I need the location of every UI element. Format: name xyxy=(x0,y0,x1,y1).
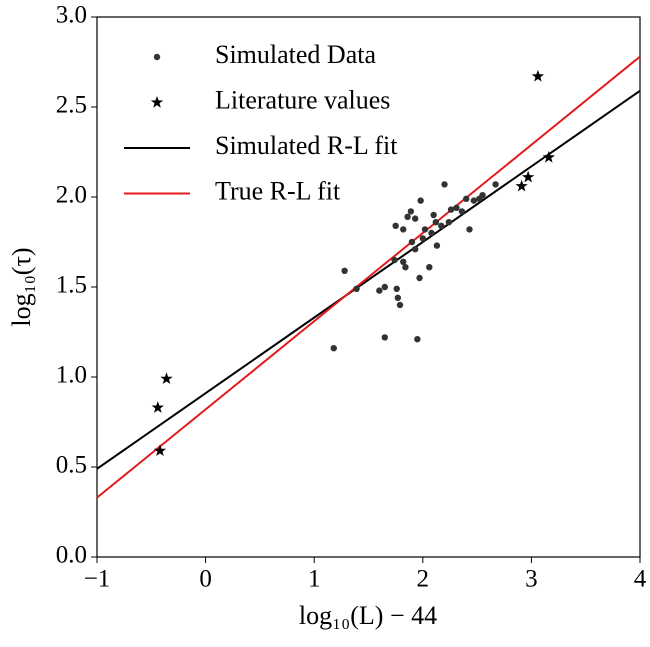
star-point xyxy=(542,150,555,163)
data-point xyxy=(445,219,453,226)
x-tick-label: 3 xyxy=(525,566,538,593)
x-axis-label: log₁₀(L) − 44 xyxy=(299,601,437,630)
x-tick-label: 0 xyxy=(199,566,212,593)
legend-label: Literature values xyxy=(215,85,390,114)
legend-swatch xyxy=(153,53,161,61)
data-point xyxy=(441,181,448,188)
data-point xyxy=(381,283,388,291)
data-point xyxy=(396,301,404,309)
data-point xyxy=(433,242,441,249)
star-point xyxy=(531,69,545,82)
x-tick-label: −1 xyxy=(84,566,111,593)
data-point xyxy=(394,294,402,301)
legend-label: True R-L fit xyxy=(215,176,341,205)
y-tick-label: 1.5 xyxy=(56,272,87,299)
data-point xyxy=(470,197,478,204)
data-point xyxy=(381,334,388,341)
legend-swatch xyxy=(150,96,164,108)
data-point xyxy=(391,256,398,264)
data-point xyxy=(463,195,470,202)
data-point xyxy=(407,208,415,215)
data-point xyxy=(411,246,419,253)
data-point xyxy=(438,222,445,229)
data-point xyxy=(392,222,399,229)
star-point xyxy=(160,372,173,385)
data-point xyxy=(466,226,473,233)
data-point xyxy=(353,285,360,292)
data-point xyxy=(400,226,407,233)
data-point xyxy=(376,287,383,294)
data-point xyxy=(421,226,429,233)
data-point xyxy=(402,264,409,271)
y-tick-label: 1.0 xyxy=(56,362,87,389)
data-point xyxy=(426,264,433,271)
legend-label: Simulated Data xyxy=(215,40,376,69)
data-point xyxy=(404,213,411,220)
y-tick-label: 0.5 xyxy=(56,452,87,479)
legend-label: Simulated R-L fit xyxy=(215,131,398,160)
data-point xyxy=(416,274,423,282)
data-point xyxy=(453,204,460,211)
x-tick-label: 2 xyxy=(417,566,430,593)
y-axis-label: log₁₀(τ) xyxy=(7,247,36,326)
y-tick-label: 2.0 xyxy=(56,182,87,209)
star-point xyxy=(153,444,167,457)
data-point xyxy=(341,267,348,274)
star-point xyxy=(151,401,164,413)
data-point xyxy=(411,215,419,222)
x-tick-label: 1 xyxy=(308,566,321,593)
data-point xyxy=(430,211,437,219)
data-point xyxy=(330,345,337,352)
y-tick-label: 3.0 xyxy=(56,2,87,29)
data-point xyxy=(419,235,426,242)
data-point xyxy=(479,192,486,199)
data-point xyxy=(393,285,400,292)
data-point xyxy=(428,229,435,237)
data-point xyxy=(458,208,466,215)
data-point xyxy=(414,336,421,343)
fit-line xyxy=(96,55,641,499)
data-point xyxy=(408,238,416,246)
data-point xyxy=(447,206,455,213)
data-point xyxy=(400,258,407,265)
data-point xyxy=(417,197,424,204)
star-point xyxy=(521,170,535,183)
data-point xyxy=(492,181,499,188)
y-tick-label: 0.0 xyxy=(56,542,87,569)
x-tick-label: 4 xyxy=(634,566,647,593)
y-tick-label: 2.5 xyxy=(56,92,87,119)
star-point xyxy=(515,179,528,192)
data-point xyxy=(432,219,440,226)
